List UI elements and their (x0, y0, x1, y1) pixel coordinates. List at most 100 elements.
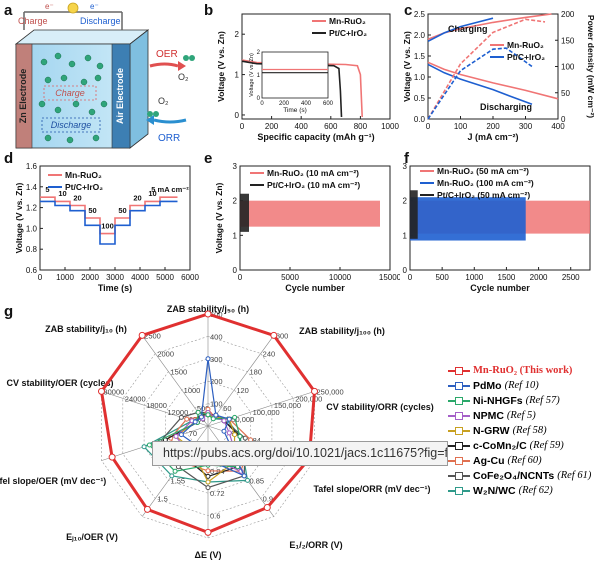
x-axis-label: Cycle number (470, 283, 530, 293)
inset-x-tick-label: 0 (260, 101, 264, 107)
panel-g-legend: Mn-RuO₂ (This work) PdMo (Ref 10) Ni-NHGFs(… (448, 363, 598, 498)
y-tick-label: 0 (233, 266, 238, 275)
panel-c-polarization-power-chart: 0 100 200 300 400 0.0 0.5 1.0 1.5 2.0 2.5 J (mA cm⁻… (402, 10, 596, 142)
discharge-label-top: Discharge (80, 16, 121, 26)
radar-point-series-0 (108, 453, 116, 461)
radar-tick-label: 120 (236, 386, 249, 395)
legend-series-name: c-CoMn₂/C (473, 439, 527, 452)
legend-mn-ruo2: Mn-RuO₂ (65, 170, 102, 180)
x-tick-label: 0 (426, 122, 431, 131)
x-tick-label: 1000 (465, 273, 483, 282)
radar-point-series-0 (143, 505, 151, 513)
charge-inner-label: Charge (55, 88, 85, 98)
band-series-1 (240, 193, 249, 232)
radar-tick-label: 1000 (184, 386, 201, 395)
x-tick-label: 1500 (498, 273, 516, 282)
rate-label: 20 (133, 193, 141, 202)
radar-axis-line (207, 335, 275, 427)
panel-label-g: g (4, 303, 14, 320)
panel-label-d: d (4, 150, 14, 167)
inset-y-tick-label: 1 (257, 73, 261, 79)
electron-label-2: e⁻ (90, 2, 99, 11)
series-pt-c-iro2 (40, 200, 178, 245)
legend-pt-c-iro2: Pt/C+IrO₂ (329, 28, 367, 38)
rate-label: 20 (73, 193, 81, 202)
radar-tick-label: 12000 (167, 408, 188, 417)
panel-label-b: b (204, 2, 214, 19)
radar-point-series-1 (178, 432, 184, 438)
legend-swatch (448, 396, 470, 406)
inset-x-tick-label: 400 (301, 101, 312, 107)
radar-tick-label: 0.6 (210, 512, 220, 521)
panel-a-schematic: Zn Electrode Air Electrode e⁻ e⁻ Charge … (14, 2, 195, 149)
y-tick-label: 1 (235, 71, 240, 80)
legend-item-6: Ag-Cu (Ref 60) (448, 453, 598, 468)
radar-tick-label: 50,000 (231, 415, 254, 424)
radar-axis-label: ZAB stability/j₁₀₀ (h) (299, 326, 385, 336)
legend-series-ref: (Ref 57) (525, 395, 560, 406)
radar-point-series-2 (237, 433, 243, 439)
legend-item-8: W₂N/WC (Ref 62) (448, 483, 598, 498)
rate-label: 10 (148, 189, 156, 198)
x-tick-label: 0 (238, 273, 243, 282)
annotation-discharging: Discharging (480, 102, 532, 112)
series-pt-c-iro2 (241, 60, 343, 118)
x-tick-label: 5000 (281, 273, 299, 282)
discharge-inner-label: Discharge (51, 120, 92, 130)
x-tick-label: 2500 (562, 273, 580, 282)
panel-label-c: c (404, 2, 413, 19)
radar-tick-label: 150,000 (274, 401, 301, 410)
radar-tick-label: 0.72 (210, 489, 225, 498)
radar-tick-label: 200,000 (295, 394, 322, 403)
x-tick-label: 3000 (106, 273, 124, 282)
radar-tick-label: 60 (223, 404, 231, 413)
rate-label: 5 mA cm⁻² (151, 185, 189, 194)
x-tick-label: 400 (295, 122, 309, 131)
inset-y-tick-label: 0 (257, 96, 261, 102)
o2-bottom-label: O₂ (158, 96, 169, 106)
legend-swatch (448, 471, 470, 481)
y-tick-label: 1.6 (26, 162, 38, 171)
radar-tick-label: 500 (210, 310, 223, 319)
radar-point-series-1 (241, 473, 247, 479)
radar-point-series-8 (244, 477, 250, 483)
air-electrode-label: Air Electrode (115, 68, 125, 124)
legend-pt-c-iro2: Pt/C+IrO₂ (65, 182, 103, 192)
legend-series-name: Ni-NHGFs (473, 394, 523, 407)
radar-point-series-3 (173, 433, 179, 439)
inset-x-tick-label: 200 (279, 101, 290, 107)
x-axis-label: Specific capacity (mAh g⁻¹) (257, 132, 374, 142)
legend-series-ref: (Ref 58) (512, 425, 547, 436)
radar-tick-label: 240 (263, 350, 276, 359)
radar-tick-label: 1.55 (171, 476, 186, 485)
y2-tick-label: 200 (561, 10, 575, 19)
radar-grid-ring (143, 358, 273, 494)
y2-tick-label: 50 (561, 89, 570, 98)
radar-tick-label: 100,000 (253, 408, 280, 417)
series-mn-ruo2 (40, 196, 178, 235)
y2-axis-label: Power density (mW cm⁻²) (586, 15, 596, 118)
radar-point-series-2 (146, 442, 152, 448)
legend-series-ref: (Ref 60) (507, 455, 542, 466)
radar-point-series-1 (213, 412, 219, 418)
legend-item-1: Pt/C+IrO₂ (10 mA cm⁻²) (267, 180, 360, 190)
radar-point-series-7 (205, 485, 211, 491)
radar-point-series-1 (205, 356, 211, 362)
y-tick-label: 2 (235, 30, 240, 39)
radar-tick-label: 1.5 (157, 494, 167, 503)
legend-item-3: NPMC (Ref 5) (448, 408, 598, 423)
x-tick-label: 100 (454, 122, 468, 131)
y-tick-label: 2.0 (414, 31, 426, 40)
legend-item-4: N-GRW (Ref 58) (448, 423, 598, 438)
y-tick-label: 1.0 (26, 224, 38, 233)
radar-tick-label: 70 (189, 429, 197, 438)
radar-tick-label: 400 (210, 332, 223, 341)
inset-x-label: Time (s) (283, 107, 307, 114)
o2-top-label: O₂ (178, 72, 189, 82)
radar-tick-label: 0.85 (249, 476, 264, 485)
x-tick-label: 600 (324, 122, 338, 131)
electron-label-1: e⁻ (45, 2, 54, 11)
oer-label: OER (156, 49, 178, 60)
radar-tick-label: 250,000 (317, 387, 344, 396)
series-pt-c-iro2-charging (427, 17, 494, 43)
